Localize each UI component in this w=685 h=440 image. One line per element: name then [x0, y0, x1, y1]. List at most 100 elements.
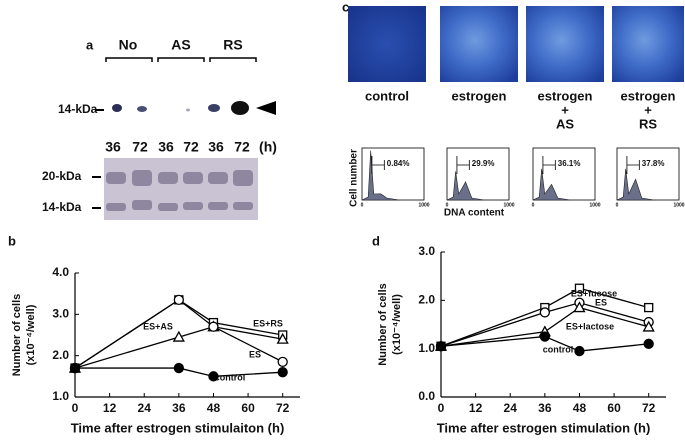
y-tick-label: 2.0: [418, 293, 435, 307]
x-tick-label: 60: [241, 401, 255, 415]
hist-gate: [626, 156, 640, 174]
marker-label: 20-kDa: [42, 169, 82, 183]
marker: [208, 371, 219, 382]
y-axis-label: (x10⁻⁴/well): [25, 304, 37, 365]
hist-gate: [456, 156, 470, 174]
image-label: estrogen: [538, 88, 593, 103]
micrograph: [526, 6, 604, 82]
series-label: control: [215, 372, 246, 382]
micrograph: [440, 6, 518, 82]
hist-percent: 29.9%: [472, 159, 495, 168]
histograms: 0.84% 0 1000 29.9% 0 1000 36.1% 0 1000 37.8% 0 1000: [361, 147, 685, 208]
hist-percent: 37.8%: [642, 159, 665, 168]
y-axis-label: Number of cells: [377, 283, 389, 366]
hist-tick: 0: [616, 202, 619, 208]
x-tick-label: 72: [276, 401, 290, 415]
marker: [573, 301, 586, 313]
series-label: ES+AS: [143, 321, 173, 331]
marker: [574, 283, 585, 293]
lane-label: 72: [234, 139, 250, 155]
marker: [208, 321, 219, 332]
x-tick-label: 72: [642, 401, 656, 415]
lane-unit: (h): [259, 139, 277, 155]
y-tick-label: 3.0: [52, 307, 69, 321]
series-label: ES+RS: [253, 318, 283, 328]
panel-a: a No AS RS 14-kDa 36 72 36 72 36 72 (h) …: [42, 37, 277, 220]
lane-label: 36: [158, 139, 174, 155]
hist-tick: 0: [532, 202, 535, 208]
marker-label: 14-kDa: [42, 200, 82, 214]
series-line: [440, 335, 649, 352]
marker: [539, 307, 550, 318]
band: [186, 108, 190, 112]
x-axis-label: Time after estrogen stimulation (h): [437, 420, 651, 435]
x-tick-label: 36: [538, 401, 552, 415]
x-tick-label: 48: [573, 401, 587, 415]
marker: [574, 345, 585, 357]
marker: [173, 294, 184, 306]
x-axis-label: Time after estrogen stimulaiton (h): [71, 420, 285, 435]
y-tick-label: 4.0: [52, 265, 69, 279]
group-label: No: [119, 37, 138, 53]
hist-gate: [542, 156, 556, 174]
hist-shape: [532, 168, 571, 201]
panel-letter: a: [86, 37, 94, 52]
arrowhead: [256, 101, 276, 115]
x-tick-label: 0: [438, 401, 445, 415]
marker: [173, 362, 184, 374]
y-tick-label: 1.0: [418, 341, 435, 355]
line-chart: b 0 12 24 36 48 60 72 1.0 2.0 3.0 4.0 Time after est…: [8, 233, 300, 435]
gel-bands: [106, 170, 253, 211]
x-tick-label: 24: [504, 401, 518, 415]
hist-ylabel: Cell number: [349, 149, 360, 207]
lane-label: 36: [208, 139, 224, 155]
series-line: [440, 302, 649, 347]
image-label: +: [561, 102, 569, 117]
marker-label: 14-kDa: [58, 102, 98, 116]
lane-label: 72: [183, 139, 199, 155]
hist-tick: 1000: [589, 202, 600, 208]
x-tick-label: 24: [138, 401, 152, 415]
series-label: ES: [595, 297, 607, 307]
lane-label: 72: [132, 139, 148, 155]
panel-letter: b: [8, 233, 16, 248]
image-label: +: [644, 102, 652, 117]
lane-label: 36: [105, 139, 121, 155]
hist-tick: 1000: [673, 202, 684, 208]
x-tick-label: 12: [469, 401, 483, 415]
marker: [644, 302, 654, 313]
micrograph: [348, 6, 426, 82]
marker: [277, 356, 288, 368]
marker: [69, 362, 81, 374]
panel-c: c 0.84% 0 1000 29.9% 0 1000 36.1% 0 1000 37.8% 0 10…: [342, 0, 685, 219]
marker: [172, 330, 185, 342]
micrograph: [612, 6, 684, 82]
series-line: [75, 367, 283, 377]
series-label: ES+fucose: [571, 288, 617, 298]
x-tick-label: 36: [172, 401, 186, 415]
x-tick-label: 48: [207, 401, 221, 415]
series-line: [440, 287, 649, 347]
marker: [277, 367, 288, 378]
x-tick-label: 60: [607, 401, 621, 415]
image-label: estrogen: [452, 88, 507, 103]
x-tick-label: 0: [72, 401, 79, 415]
image-label: AS: [556, 116, 574, 131]
image-label: estrogen: [621, 88, 676, 103]
hist-xlabel: DNA content: [444, 208, 505, 219]
image-label: RS: [639, 116, 657, 131]
hist-tick: 1000: [503, 202, 514, 208]
y-tick-label: 3.0: [418, 244, 435, 258]
series-label: ES: [249, 349, 261, 359]
band: [112, 104, 122, 112]
marker: [276, 332, 289, 344]
image-label: control: [365, 88, 409, 103]
marker: [435, 341, 447, 352]
hist-percent: 0.84%: [387, 159, 410, 168]
y-tick-label: 1.0: [52, 389, 69, 403]
marker: [643, 338, 654, 349]
group-bracket: [105, 57, 257, 62]
x-tick-label: 12: [103, 401, 117, 415]
marker: [539, 331, 550, 342]
